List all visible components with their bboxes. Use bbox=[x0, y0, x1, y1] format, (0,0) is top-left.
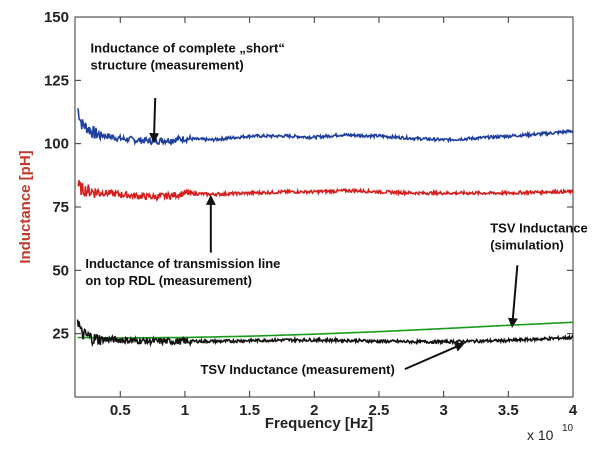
x-tick-label: 1.5 bbox=[239, 402, 260, 419]
annotation-text: TSV Inductance bbox=[490, 220, 588, 235]
x-tick-label: 4 bbox=[569, 402, 578, 419]
x-tick-label: 2 bbox=[310, 402, 318, 419]
annotation-text: (simulation) bbox=[490, 237, 564, 252]
series-line-0 bbox=[76, 108, 574, 147]
y-axis-label: Inductance [pH] bbox=[17, 150, 34, 263]
annotation-layer: Inductance of complete „short“ structure … bbox=[85, 40, 587, 377]
x-tick-label: 0.5 bbox=[110, 402, 131, 419]
y-tick-label: 50 bbox=[52, 262, 69, 279]
annotation-arrow-3 bbox=[404, 342, 465, 371]
x-axis-label: Frequency [Hz] bbox=[265, 415, 373, 432]
series-line-1 bbox=[77, 180, 574, 203]
annotation-text: on top RDL (measurement) bbox=[85, 273, 252, 288]
x-tick-label: 3 bbox=[439, 402, 447, 419]
x-axis-multiplier-exponent: 10 bbox=[562, 423, 574, 434]
y-tick-label: 100 bbox=[44, 136, 69, 153]
series-layer bbox=[76, 108, 574, 348]
annotation-text: Inductance of complete „short“ bbox=[91, 40, 285, 55]
y-tick-label: 75 bbox=[52, 199, 69, 216]
x-tick-label: 1 bbox=[181, 402, 189, 419]
annotation-arrow-0 bbox=[149, 98, 160, 144]
series-line-2 bbox=[77, 321, 573, 339]
x-tick-label: 2.5 bbox=[369, 402, 390, 419]
x-tick-label: 3.5 bbox=[498, 402, 519, 419]
x-axis-ticks: 0.5 1 1.5 2 2.5 3 3.5 4 bbox=[110, 17, 578, 419]
x-axis-multiplier: x 10 bbox=[527, 427, 554, 443]
annotation-text: TSV Inductance (measurement) bbox=[200, 362, 394, 377]
annotation-arrow-2 bbox=[507, 265, 519, 329]
annotation-text: Inductance of transmission line bbox=[85, 256, 280, 271]
y-tick-label: 125 bbox=[44, 72, 69, 89]
series-line-3 bbox=[76, 319, 574, 348]
y-tick-label: 25 bbox=[52, 326, 69, 343]
annotation-text: structure (measurement) bbox=[91, 57, 244, 72]
y-tick-label: 150 bbox=[44, 9, 69, 26]
y-axis-ticks: 25 50 75 100 125 150 bbox=[44, 9, 573, 343]
